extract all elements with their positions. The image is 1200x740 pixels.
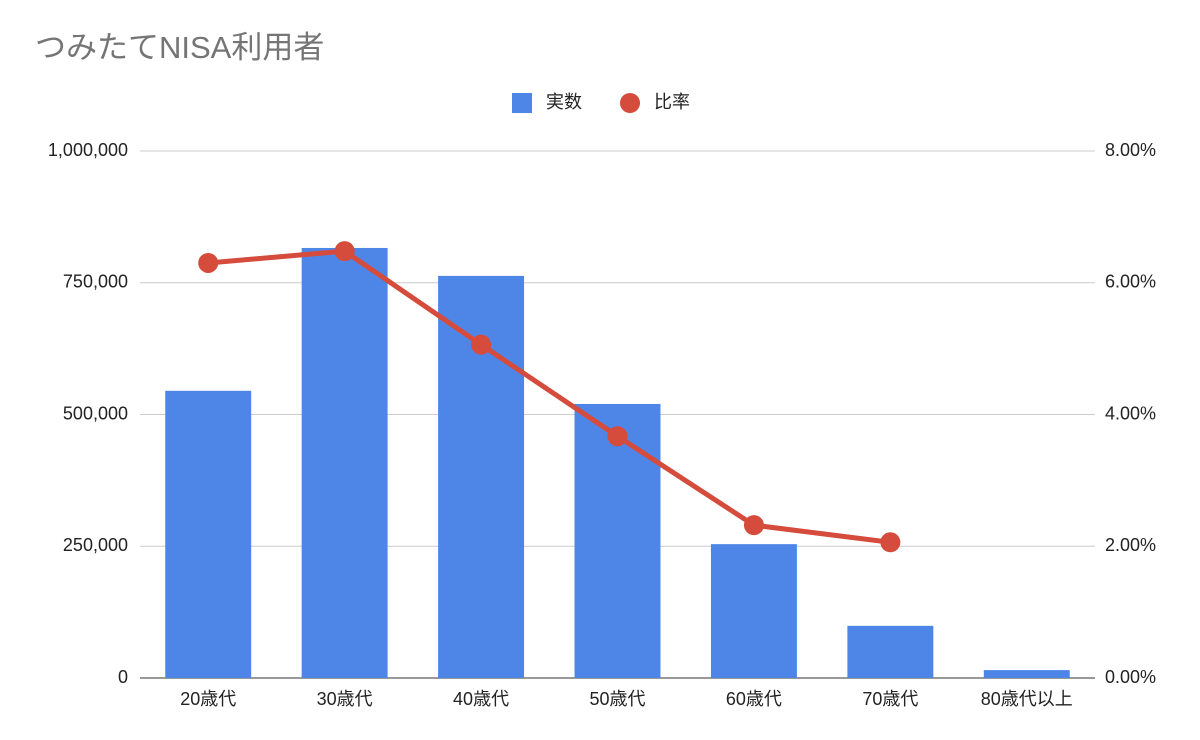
y2-tick-label: 0.00% bbox=[1105, 667, 1156, 687]
point bbox=[198, 252, 219, 273]
chart-title: つみたてNISA利用者 bbox=[35, 30, 324, 65]
y-tick-label: 0 bbox=[118, 667, 128, 687]
point bbox=[607, 426, 628, 447]
y2-tick-label: 4.00% bbox=[1105, 403, 1156, 423]
point bbox=[334, 241, 355, 262]
y-tick-label: 1,000,000 bbox=[48, 140, 128, 160]
y-tick-label: 250,000 bbox=[63, 535, 128, 555]
legend-label: 比率 bbox=[654, 92, 690, 112]
x-tick-label: 20歳代 bbox=[180, 689, 236, 709]
x-tick-label: 30歳代 bbox=[317, 689, 373, 709]
y2-tick-label: 6.00% bbox=[1105, 272, 1156, 292]
x-tick-label: 40歳代 bbox=[453, 689, 509, 709]
y-tick-label: 500,000 bbox=[63, 403, 128, 423]
bar bbox=[983, 670, 1070, 678]
point bbox=[880, 532, 901, 553]
point bbox=[471, 334, 492, 355]
point bbox=[743, 515, 764, 536]
bar bbox=[301, 247, 388, 678]
y2-tick-label: 8.00% bbox=[1105, 140, 1156, 160]
bar bbox=[574, 403, 661, 678]
bar bbox=[847, 625, 934, 678]
x-tick-label: 50歳代 bbox=[589, 689, 645, 709]
legend-swatch bbox=[512, 93, 532, 113]
legend-label: 実数 bbox=[546, 92, 582, 112]
legend-swatch bbox=[620, 93, 640, 113]
y2-tick-label: 2.00% bbox=[1105, 535, 1156, 555]
bar bbox=[165, 390, 252, 678]
bar bbox=[710, 544, 797, 678]
x-tick-label: 60歳代 bbox=[726, 689, 782, 709]
y-tick-label: 750,000 bbox=[63, 272, 128, 292]
x-tick-label: 70歳代 bbox=[862, 689, 918, 709]
line bbox=[207, 248, 891, 545]
x-tick-label: 80歳代以上 bbox=[981, 689, 1073, 709]
